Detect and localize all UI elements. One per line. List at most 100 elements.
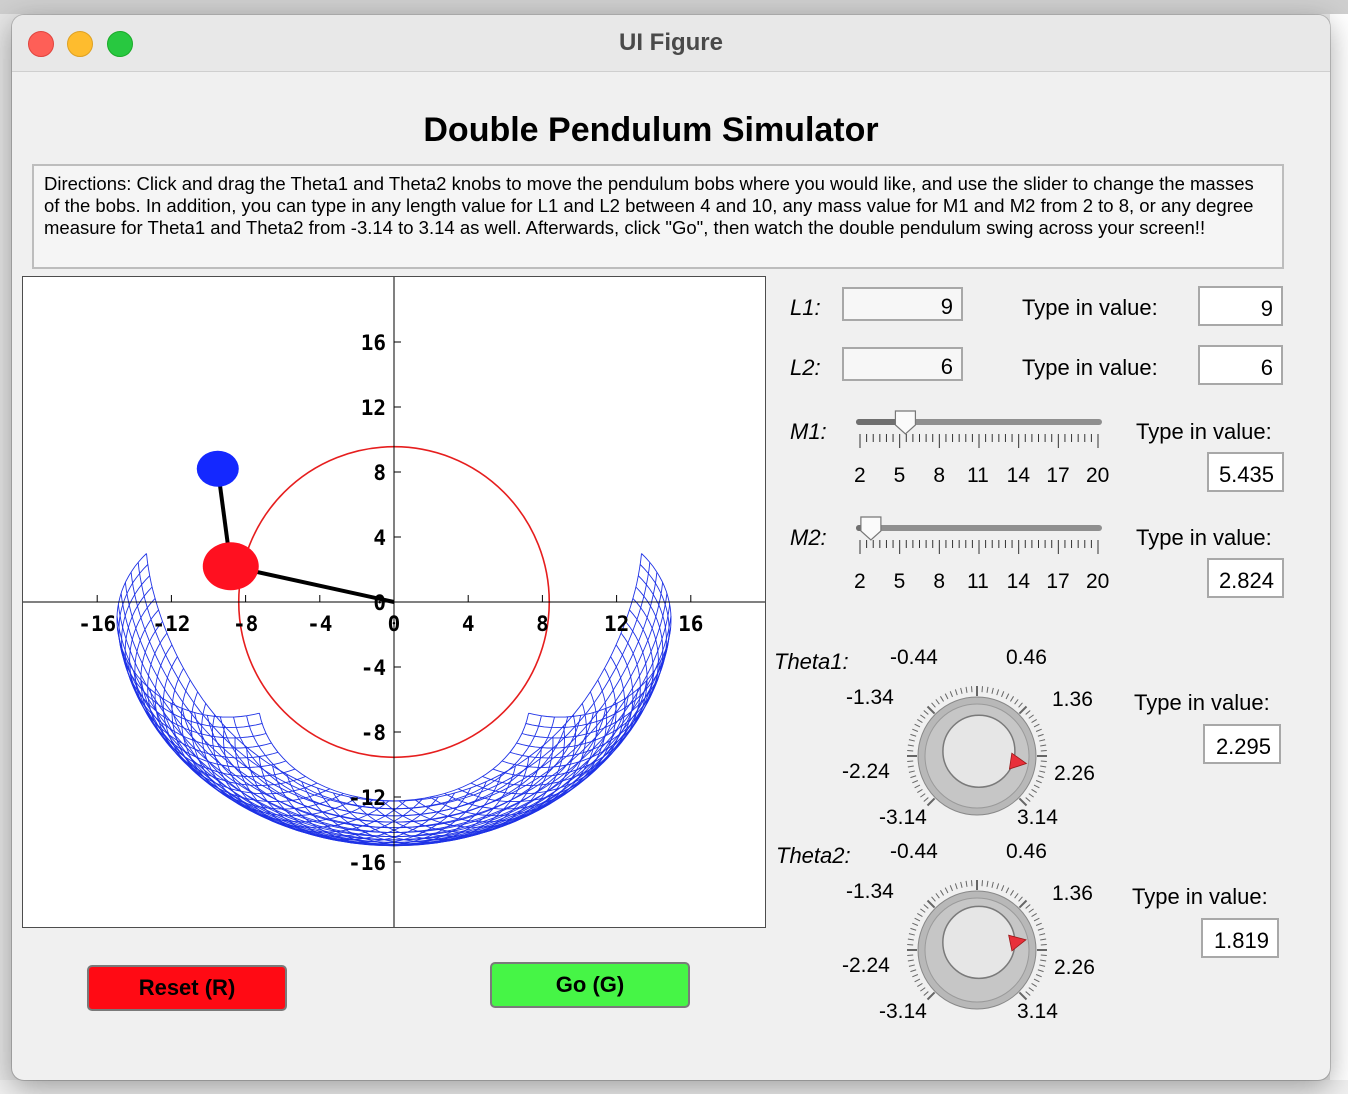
trace-line: [501, 609, 654, 768]
knob-tick: [1037, 969, 1044, 973]
knob-tick: [1010, 890, 1015, 896]
knob-cap[interactable]: [942, 714, 1016, 788]
slider-tick-label: 14: [1006, 464, 1031, 487]
slider-tick-label: 20: [1086, 464, 1110, 487]
knob-tick: [1018, 896, 1023, 902]
m2-input[interactable]: 2.824: [1207, 558, 1284, 598]
knob-tick: [996, 689, 1000, 696]
knob-tick: [1018, 705, 1028, 715]
knob-tick: [1039, 770, 1046, 773]
theta1-tick-label: -3.14: [879, 806, 927, 829]
knob-tick: [907, 744, 914, 747]
trace-line: [194, 604, 671, 833]
slider-tick-label: 8: [933, 570, 946, 593]
l1-type-label: Type in value:: [1022, 295, 1158, 320]
knob-tick: [1039, 739, 1046, 742]
slider-tick-label: 5: [893, 464, 906, 487]
knob-cap[interactable]: [942, 905, 1016, 980]
knob-tick: [931, 702, 936, 708]
go-button[interactable]: Go (G): [490, 962, 690, 1008]
slider-track-fill: [856, 419, 906, 425]
knob-tick: [949, 885, 953, 892]
knob-tick: [991, 687, 994, 694]
knob-tick: [944, 693, 949, 700]
knob-tick: [920, 714, 926, 719]
l2-input[interactable]: 6: [1198, 345, 1283, 385]
minimize-window-button[interactable]: [67, 31, 93, 57]
reset-button[interactable]: Reset (R): [87, 965, 287, 1011]
trace-line: [365, 725, 565, 837]
maximize-window-button[interactable]: [107, 31, 133, 57]
trace-line: [149, 650, 666, 845]
knob-tick: [960, 881, 963, 888]
m2-slider[interactable]: [840, 516, 1112, 566]
theta1-tick-label: -2.24: [842, 760, 890, 783]
slider-tick-label: 2: [854, 464, 866, 487]
knob-tick: [1037, 775, 1044, 779]
knob-tick: [1039, 933, 1046, 936]
l1-input[interactable]: 9: [1198, 286, 1283, 326]
theta1-knob[interactable]: [902, 681, 1052, 831]
m1-type-label: Type in value:: [1136, 419, 1272, 444]
knob-indicator: [1008, 934, 1027, 952]
slider-tick-label: 17: [1046, 570, 1070, 593]
theta2-tick-label: -2.24: [842, 954, 890, 977]
knob-tick: [917, 718, 923, 723]
knob-tick: [939, 890, 944, 896]
m1-input[interactable]: 5.435: [1207, 452, 1284, 492]
slider-tick-label: 8: [933, 464, 946, 487]
trace-line: [116, 627, 618, 841]
knob-tick: [914, 723, 921, 728]
slider-thumb[interactable]: [860, 516, 882, 541]
theta2-input[interactable]: 1.819: [1201, 918, 1279, 958]
theta2-knob[interactable]: [902, 875, 1052, 1025]
knob-tick: [1028, 793, 1034, 798]
m1-slider[interactable]: [840, 410, 1112, 460]
trace-line: [146, 553, 530, 802]
knob-tick: [939, 696, 944, 702]
close-window-button[interactable]: [28, 31, 54, 57]
knob-tick: [1014, 699, 1019, 705]
knob-tick: [1033, 723, 1040, 728]
theta2-tick-label: 3.14: [1017, 1000, 1058, 1023]
knob-indicator: [1008, 752, 1028, 770]
trace-line: [170, 627, 672, 841]
knob-tick: [923, 710, 929, 715]
x-tick-label: -16: [78, 612, 116, 636]
knob-tick: [912, 780, 919, 784]
l2-value-field: 6: [842, 347, 963, 381]
knob-tick: [923, 904, 929, 909]
trace-line: [140, 660, 662, 846]
knob-tick: [965, 880, 968, 887]
knob-tick: [965, 686, 968, 693]
pendulum-plot: -16 -12 -8 -4 0 4 8 12 16 16 12 8 4 0 -4 -8 -12 -16: [22, 276, 766, 928]
knob-tick: [1031, 718, 1037, 723]
theta1-tick-label: 3.14: [1017, 806, 1058, 829]
l1-label: L1:: [790, 295, 821, 320]
knob-tick: [954, 883, 958, 890]
slider-thumb[interactable]: [894, 410, 917, 435]
theta1-input[interactable]: 2.295: [1203, 724, 1281, 764]
knob-tick: [917, 789, 923, 794]
theta2-type-label: Type in value:: [1132, 884, 1268, 909]
y-tick-label: -12: [348, 786, 386, 810]
knob-tick: [991, 881, 994, 888]
knob-tick: [914, 917, 921, 922]
theta1-tick-label: -0.44: [890, 646, 938, 669]
trace-line: [120, 593, 582, 829]
pendulum-rod-1: [230, 564, 395, 604]
slider-tick-label: 20: [1086, 570, 1110, 593]
knob-tick: [1031, 789, 1037, 794]
trajectory-trace: [116, 445, 672, 847]
y-tick-label: -16: [348, 851, 386, 875]
m2-type-label: Type in value:: [1136, 525, 1272, 550]
ui-figure-window: UI Figure Double Pendulum Simulator Dire…: [12, 15, 1330, 1080]
knob-tick: [1040, 959, 1047, 962]
x-tick-label: -4: [307, 612, 332, 636]
trace-line: [118, 564, 263, 729]
m1-label: M1:: [790, 419, 827, 444]
x-tick-label: 16: [678, 612, 703, 636]
knob-tick: [908, 770, 915, 773]
